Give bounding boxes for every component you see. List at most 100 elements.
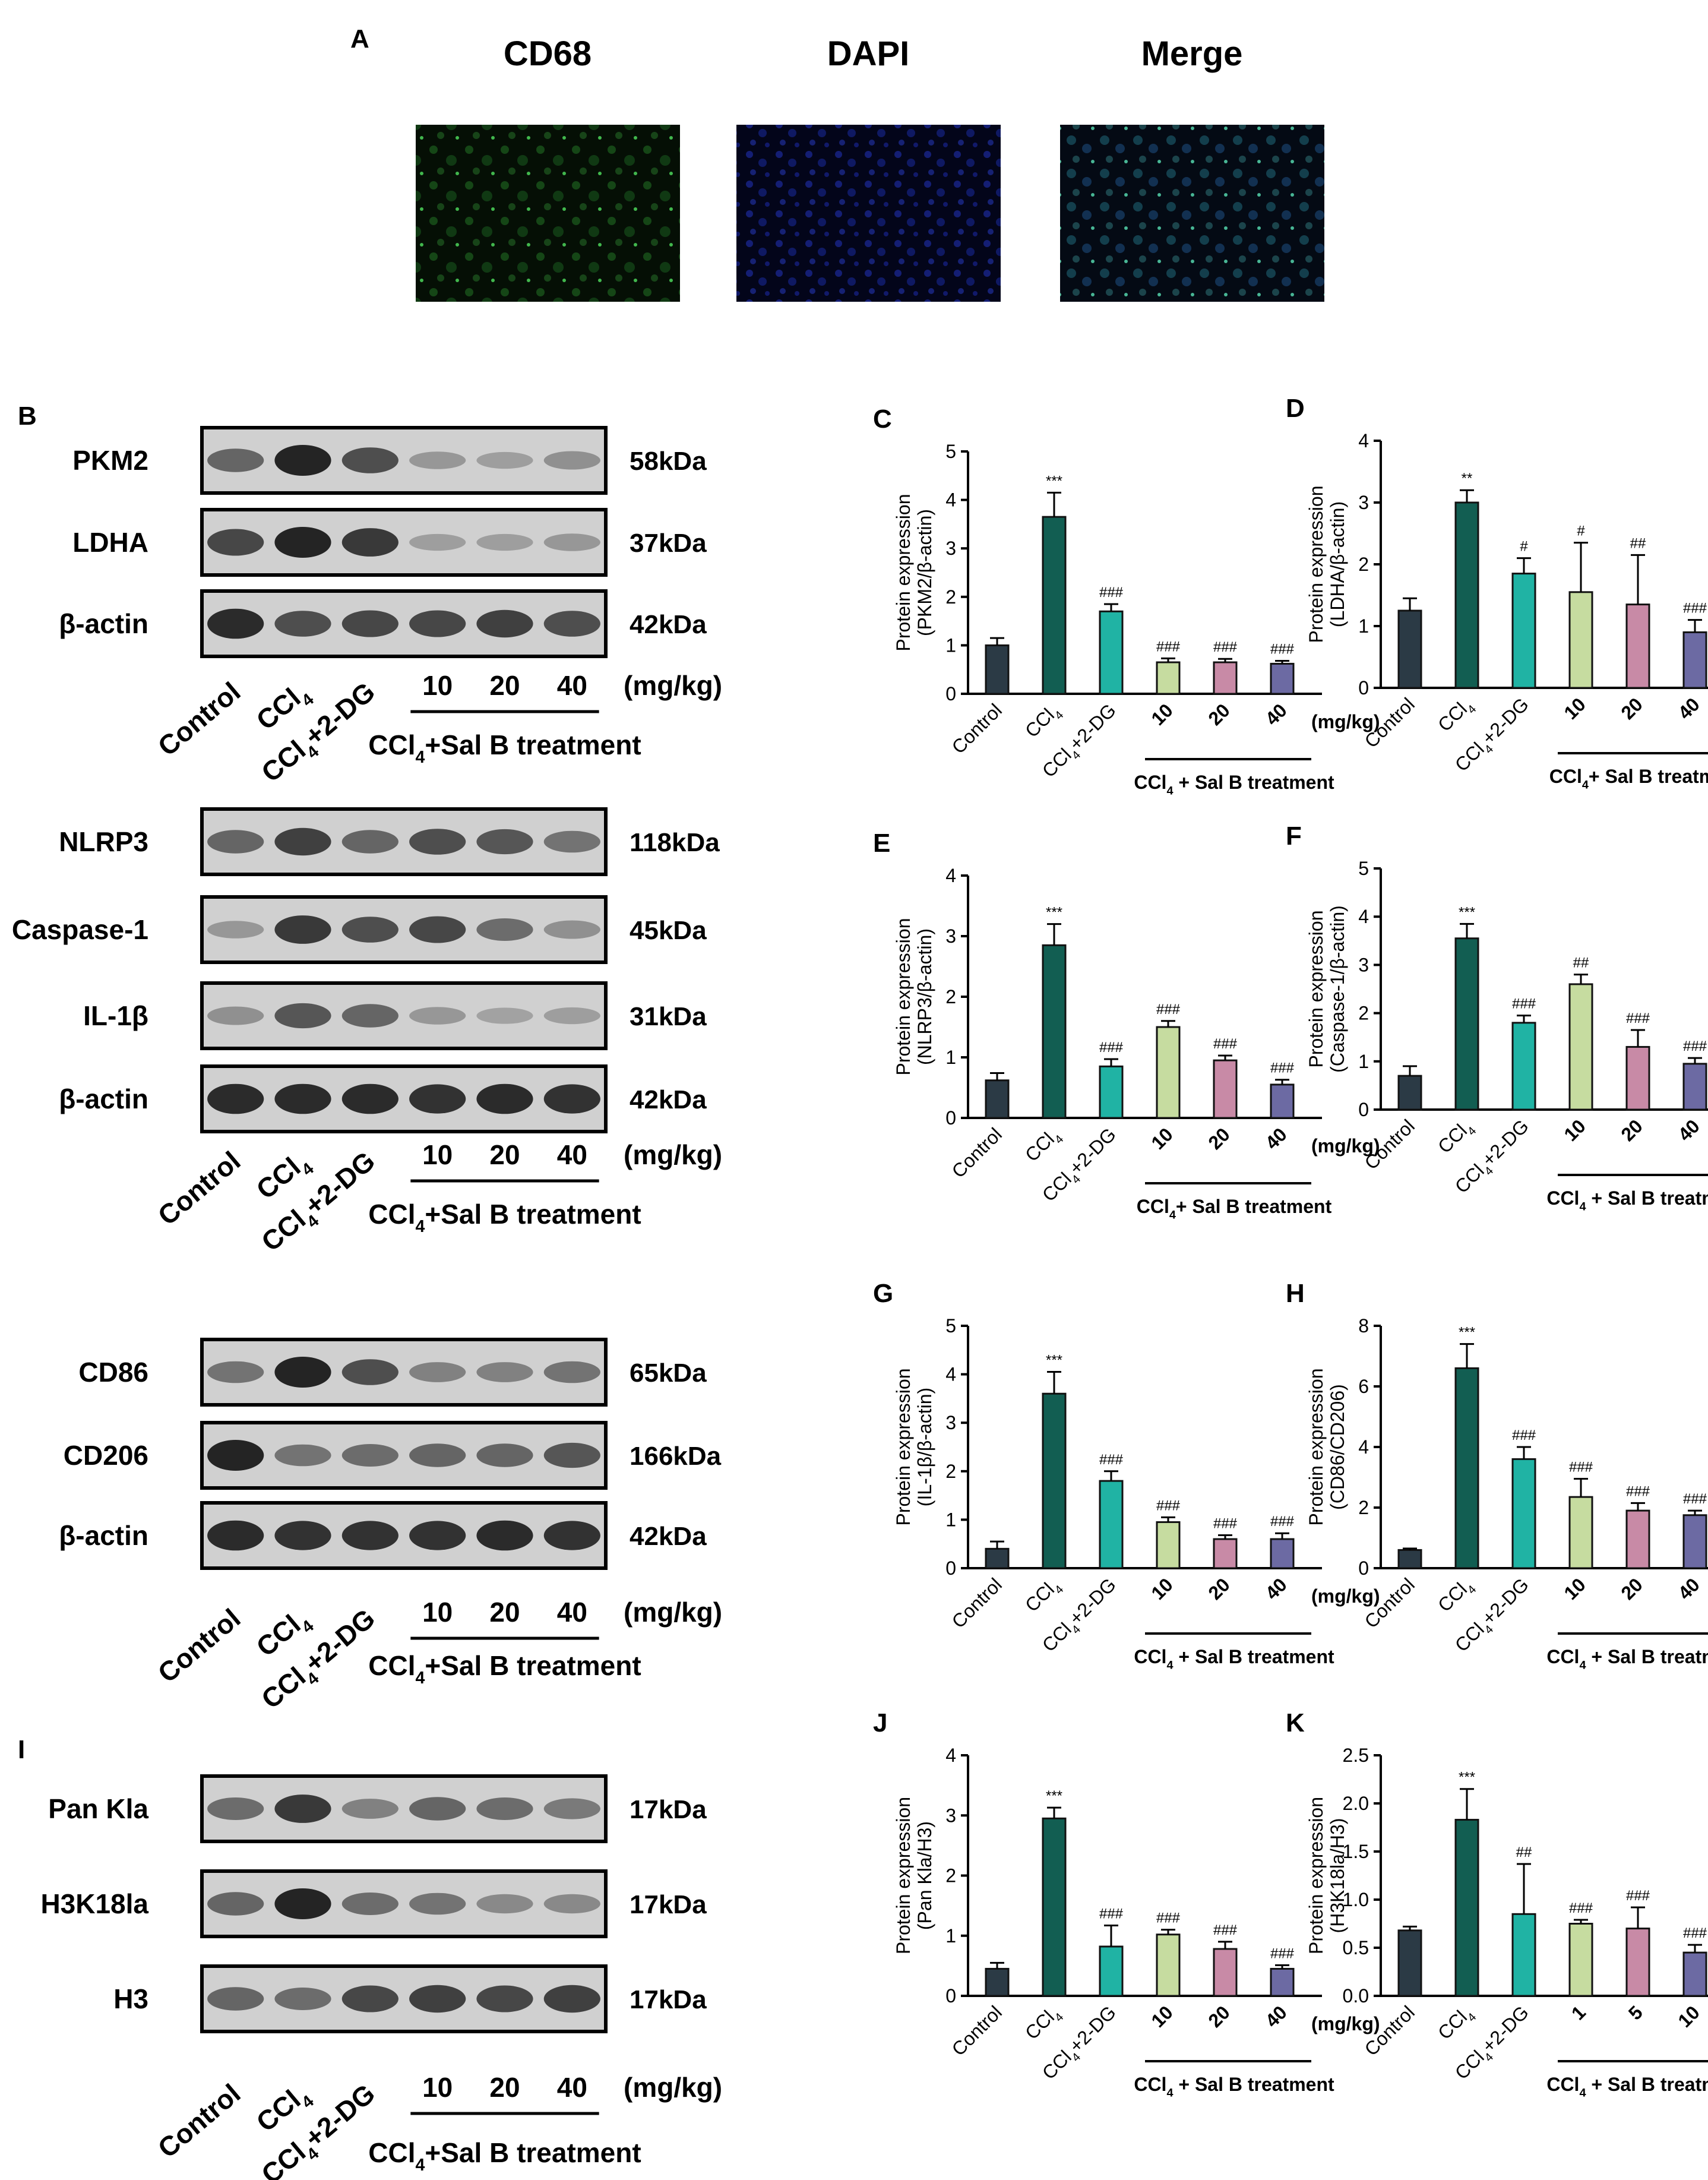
y-tick-label: 0: [945, 1985, 956, 2007]
significance-label: ##: [1573, 955, 1589, 971]
blot-band: [543, 1361, 600, 1383]
y-tick-label: 0: [945, 1107, 956, 1129]
significance-label: ###: [1569, 1900, 1593, 1916]
blot-dose-label: 20: [489, 670, 520, 701]
y-tick-label: 2: [945, 1865, 956, 1887]
significance-label: #: [1520, 539, 1528, 555]
bar: [1213, 1948, 1238, 1997]
text-span: + Sal B treatment: [1176, 1196, 1332, 1217]
unit-label: (mg/kg): [1311, 1135, 1380, 1157]
text-span: CCl: [368, 729, 415, 760]
subscript: 4: [416, 1669, 425, 1688]
significance-label: ###: [1683, 1925, 1707, 1941]
blot-band: [274, 1988, 331, 2010]
bar: [1625, 1509, 1650, 1569]
blot-dose-label: 10: [422, 1139, 453, 1170]
bar: [1397, 1075, 1422, 1111]
blot-strip: [200, 1338, 608, 1407]
y-tick-label: 5: [945, 441, 956, 462]
y-tick-label: 1: [945, 1047, 956, 1068]
subscript: 4: [1579, 1659, 1586, 1672]
blot-band: [543, 1894, 600, 1914]
significance-label: ###: [1270, 642, 1295, 658]
unit-label: (mg/kg): [1311, 1585, 1380, 1607]
y-tick-label: 4: [1358, 430, 1369, 451]
blot-band: [476, 1083, 533, 1114]
blot-band: [409, 916, 466, 943]
bar: [1682, 631, 1707, 689]
blot-band: [274, 1521, 331, 1550]
blot-size-label: 45kDa: [630, 916, 707, 945]
y-tick-label: 2: [945, 1461, 956, 1482]
y-tick-label: 3: [1358, 954, 1369, 975]
subscript: 4: [1582, 779, 1589, 792]
blot-band: [476, 1362, 533, 1382]
bar: [1625, 1928, 1650, 1997]
significance-label: ###: [1569, 1459, 1593, 1476]
bar: [1156, 1026, 1181, 1119]
significance-label: ###: [1099, 1906, 1124, 1922]
bar: [1568, 983, 1593, 1111]
blot-protein-label: IL-1β: [83, 1000, 148, 1031]
blot-protein-label: H3: [113, 1983, 148, 2014]
y-tick-label: 5: [945, 1315, 956, 1337]
y-tick-label: 0: [1358, 677, 1369, 699]
blot-dose-label: 20: [489, 1597, 520, 1628]
blot-unit-label: (mg/kg): [624, 2072, 722, 2103]
significance-label: ***: [1046, 1788, 1062, 1804]
blot-protein-label: LDHA: [72, 527, 148, 558]
blot-strip: [200, 981, 608, 1050]
blot-band: [543, 1084, 600, 1114]
y-axis-label: Protein expression: [1305, 1368, 1327, 1525]
significance-label: ###: [1213, 1922, 1238, 1938]
significance-label: ***: [1046, 473, 1062, 489]
significance-label: ###: [1626, 1483, 1650, 1499]
text-span: CCl: [1134, 1646, 1166, 1667]
blot-dose-label: 10: [422, 2072, 453, 2103]
y-tick-label: 0: [945, 1557, 956, 1579]
blot-band: [207, 608, 264, 639]
blot-size-label: 31kDa: [630, 1002, 707, 1031]
panel-letter: D: [1286, 394, 1305, 423]
subscript: 4: [1579, 2087, 1586, 2100]
y-tick-label: 1.0: [1343, 1889, 1369, 1910]
blot-dose-label: 20: [489, 1139, 520, 1170]
blot-size-label: 37kDa: [630, 529, 707, 558]
blot-band: [409, 829, 466, 855]
y-tick-label: 4: [1358, 906, 1369, 927]
y-tick-label: 3: [1358, 492, 1369, 513]
text-span: +Sal B treatment: [425, 1650, 641, 1681]
y-axis-label: (LDHA/β-actin): [1327, 501, 1348, 627]
y-axis-label: Protein expression: [1305, 1797, 1327, 1954]
blot-protein-label: PKM2: [72, 445, 148, 476]
blot-band: [476, 533, 533, 551]
y-tick-label: 4: [945, 489, 956, 511]
bar: [1568, 1923, 1593, 1997]
text-span: CCl: [1137, 1196, 1169, 1217]
blot-band: [274, 827, 331, 856]
text-span: CCl: [1546, 1646, 1579, 1667]
blot-size-label: 42kDa: [630, 1085, 707, 1114]
text-span: CCl: [1546, 2074, 1579, 2095]
panel-letter: J: [873, 1708, 887, 1737]
cd68-image: [416, 125, 680, 302]
blot-band: [409, 1362, 466, 1382]
y-tick-label: 6: [1358, 1376, 1369, 1397]
blot-strip: [200, 1421, 608, 1490]
bar: [985, 1547, 1010, 1569]
bar: [1270, 662, 1295, 695]
y-tick-label: 4: [945, 1745, 956, 1766]
blot-strip: [200, 1501, 608, 1570]
blot-band: [543, 1985, 600, 2013]
y-tick-label: 2: [1358, 1497, 1369, 1518]
blot-unit-label: (mg/kg): [624, 1139, 722, 1170]
blot-band: [476, 1520, 533, 1551]
text-span: + Sal B treatment: [1586, 2074, 1708, 2095]
y-axis-label: (Caspase-1/β-actin): [1327, 905, 1348, 1073]
significance-label: ###: [1626, 1888, 1650, 1904]
bar: [1042, 1817, 1067, 1997]
significance-label: ***: [1459, 1325, 1475, 1341]
significance-label: ###: [1156, 1497, 1181, 1514]
